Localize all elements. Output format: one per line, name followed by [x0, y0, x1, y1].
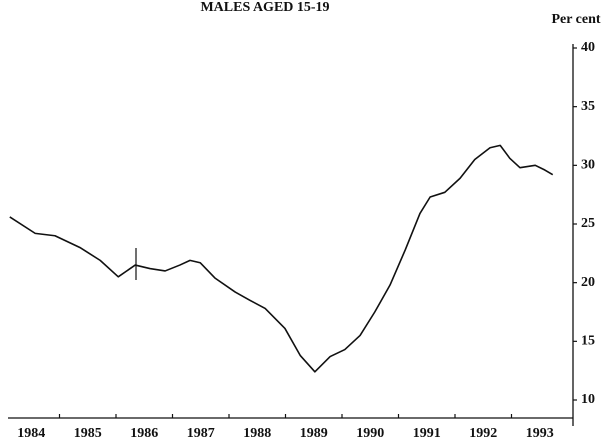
x-tick-label: 1987 — [187, 426, 215, 441]
chart-title: MALES AGED 15-19 — [200, 0, 329, 15]
x-tick-label: 1993 — [526, 426, 554, 441]
x-tick-label: 1990 — [356, 426, 384, 441]
y-tick-label: 10 — [581, 392, 595, 407]
y-tick-label: 30 — [581, 158, 595, 173]
y-tick-label: 40 — [581, 40, 595, 55]
x-tick-label: 1989 — [300, 426, 328, 441]
x-tick-label: 1988 — [243, 426, 271, 441]
y-tick-label: 25 — [581, 216, 595, 231]
y-tick-label: 20 — [581, 275, 595, 290]
x-tick-label: 1992 — [469, 426, 497, 441]
y-tick-label: 35 — [581, 99, 595, 114]
y-axis-label: Per cent — [551, 12, 600, 27]
x-tick-label: 1986 — [130, 426, 158, 441]
x-tick-label: 1985 — [74, 426, 102, 441]
y-tick-label: 15 — [581, 334, 595, 349]
line — [9, 144, 554, 373]
x-tick-label: 1984 — [17, 426, 45, 441]
x-tick-label: 1991 — [413, 426, 441, 441]
